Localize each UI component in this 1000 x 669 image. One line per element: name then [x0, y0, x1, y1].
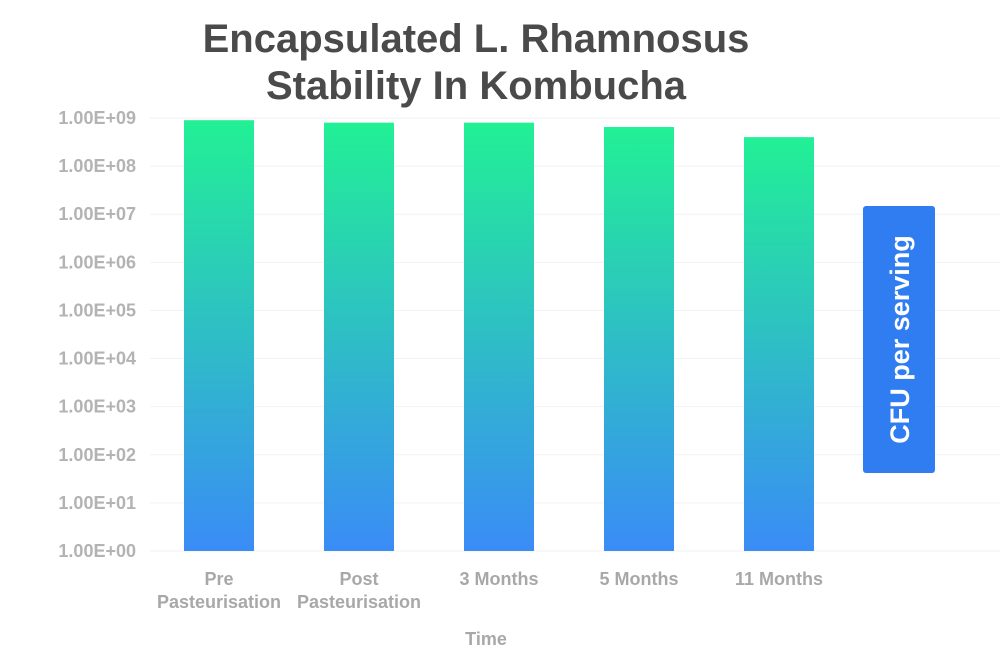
x-category-label: 3 Months: [460, 569, 539, 589]
y-tick-label: 1.00E+02: [58, 445, 136, 465]
x-category-label: Post: [339, 569, 378, 589]
y-tick-label: 1.00E+00: [58, 541, 136, 561]
bar: [184, 120, 254, 551]
x-category-label: Pasteurisation: [297, 592, 421, 612]
y-tick-label: 1.00E+09: [58, 108, 136, 128]
y-tick-label: 1.00E+06: [58, 252, 136, 272]
y-tick-label: 1.00E+01: [58, 493, 136, 513]
bar-series: [184, 120, 814, 552]
x-category-label: 11 Months: [735, 569, 823, 589]
gridlines: [150, 117, 1000, 552]
chart-title: Encapsulated L. Rhamnosus Stability In K…: [203, 17, 750, 108]
x-axis-category-labels: Pre Pasteurisation Post Pasteurisation 3 Mon…: [157, 569, 823, 612]
y-tick-label: 1.00E+03: [58, 397, 136, 417]
y-tick-label: 1.00E+04: [58, 349, 136, 369]
chart-title-line-1: Encapsulated L. Rhamnosus: [203, 17, 750, 61]
x-category-label: Pasteurisation: [157, 592, 281, 612]
chart-title-line-2: Stability In Kombucha: [266, 64, 687, 108]
legend-box: [863, 206, 935, 473]
bar: [604, 127, 674, 551]
y-tick-label: 1.00E+05: [58, 300, 136, 320]
bar: [464, 122, 534, 551]
x-category-label: Pre: [204, 569, 233, 589]
y-tick-label: 1.00E+08: [58, 156, 136, 176]
legend-label: CFU per serving: [885, 235, 915, 444]
y-tick-label: 1.00E+07: [58, 204, 136, 224]
legend: CFU per serving: [863, 206, 935, 473]
bar: [324, 122, 394, 551]
bar: [744, 137, 814, 552]
x-category-label: 5 Months: [600, 569, 679, 589]
y-axis-tick-labels: 1.00E+00 1.00E+01 1.00E+02 1.00E+03 1.00E+04…: [58, 108, 136, 561]
x-axis-title: Time: [465, 629, 507, 649]
